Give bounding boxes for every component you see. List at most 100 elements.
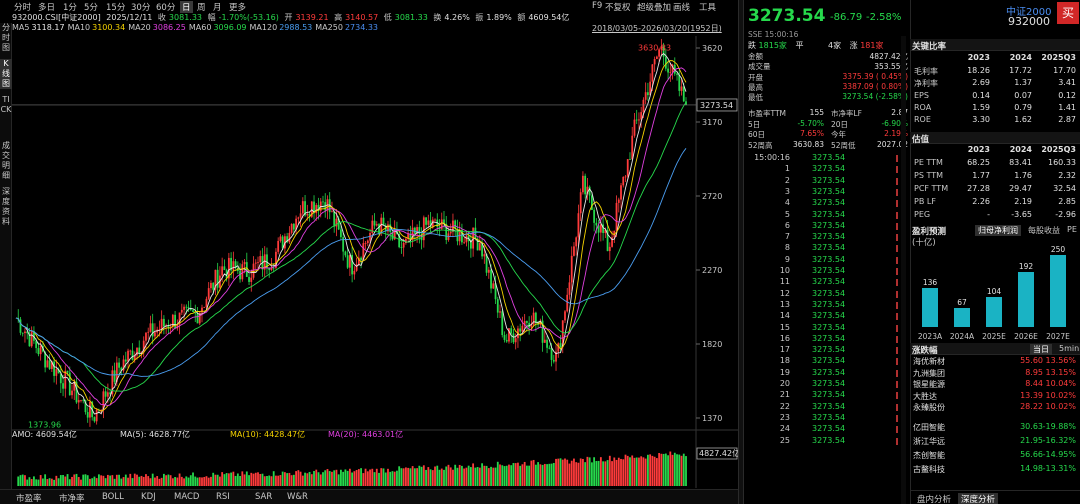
- mover-row[interactable]: 九洲集团 8.95 13.15%: [913, 368, 1079, 380]
- period-tab[interactable]: 15分: [106, 3, 126, 13]
- period-tab[interactable]: 60分: [156, 3, 176, 13]
- date-label: 2025/12/11: [106, 13, 153, 22]
- candle-body: [664, 56, 667, 69]
- volume-bar: [539, 464, 542, 486]
- panel-splitter[interactable]: [738, 0, 744, 504]
- indicator-tab[interactable]: W&R: [287, 492, 308, 502]
- mover-tab[interactable]: 当日: [1030, 344, 1052, 355]
- indicator-tab[interactable]: RSI: [216, 492, 230, 502]
- indicator-tab[interactable]: 市盈率: [16, 494, 42, 504]
- candle-body: [133, 355, 136, 360]
- quote-pair-label: 52周高: [748, 140, 773, 150]
- period-tab[interactable]: 5分: [84, 3, 98, 13]
- right-bottom-tab[interactable]: 盘内分析: [917, 495, 952, 504]
- indicator-tab[interactable]: KDJ: [141, 492, 156, 502]
- candle-body: [322, 201, 324, 203]
- view-tab[interactable]: 分时图: [2, 23, 10, 52]
- volume-bar: [266, 475, 268, 486]
- mover-tab[interactable]: 5min: [1059, 344, 1080, 353]
- candle-body: [472, 227, 475, 249]
- volume-bar: [73, 474, 76, 486]
- tick-scrollbar[interactable]: [901, 36, 906, 504]
- volume-bar: [369, 469, 371, 486]
- tick-price: 3273.54: [812, 254, 846, 264]
- ma-label: MA60: [188, 23, 212, 32]
- candle-body: [214, 269, 217, 290]
- period-tab[interactable]: 周: [197, 3, 206, 13]
- indicator-tab[interactable]: 市净率: [59, 494, 85, 504]
- forecast-tab[interactable]: 每股收益: [1028, 226, 1060, 235]
- volume-bar: [467, 465, 470, 486]
- flat-count: 4家: [828, 41, 842, 50]
- candle-body: [534, 312, 537, 324]
- toolbar-button[interactable]: 超级叠加: [637, 3, 672, 13]
- indicator-tab[interactable]: BOLL: [102, 492, 124, 502]
- tick-volume-marker: [896, 279, 898, 287]
- toolbar-button[interactable]: 不复权: [605, 3, 631, 13]
- candle-body: [501, 311, 504, 336]
- volume-bar: [283, 472, 286, 486]
- mover-row[interactable]: 银星能源 8.44 10.04%: [913, 379, 1079, 391]
- volume-bar: [106, 474, 109, 486]
- volume-bar: [288, 472, 291, 486]
- candle-body: [481, 242, 483, 257]
- period-tab[interactable]: 日: [180, 1, 193, 13]
- view-tab[interactable]: TICK: [0, 95, 12, 114]
- volume-bar: [180, 476, 183, 486]
- right-bottom-tab[interactable]: 深度分析: [958, 493, 999, 504]
- date-range-label[interactable]: 2018/03/05-2026/03/20(1952日): [592, 24, 722, 33]
- volume-bar: [483, 465, 486, 486]
- mover-row[interactable]: 杰创智能 56.66 -14.95%: [913, 450, 1079, 462]
- period-tab[interactable]: 月: [213, 3, 222, 13]
- tick-volume-marker: [896, 335, 898, 343]
- kline-chart[interactable]: 3620 3170 2720 2270 1820 1370 3273.54 3630.83 13…: [12, 36, 738, 488]
- candle-body: [317, 204, 320, 211]
- forecast-tab[interactable]: PE: [1067, 225, 1077, 234]
- volume-bar: [389, 471, 392, 486]
- toolbar-button[interactable]: 画线: [673, 3, 691, 13]
- volume-bar: [364, 468, 367, 486]
- turnover-value: 4.26%: [444, 13, 470, 22]
- quote-row: 金额 4827.42亿: [748, 51, 908, 61]
- candle-body: [526, 321, 528, 323]
- buy-button[interactable]: 买: [1057, 2, 1079, 24]
- indicator-tab[interactable]: MACD: [174, 492, 200, 502]
- volume-bar: [68, 479, 71, 486]
- period-tab[interactable]: 多日: [38, 3, 56, 13]
- toolbar-button[interactable]: F9: [592, 1, 603, 11]
- period-tab[interactable]: 30分: [131, 3, 151, 13]
- period-tab[interactable]: 1分: [63, 3, 77, 13]
- mover-row[interactable]: 大胜达 13.39 10.02%: [913, 391, 1079, 403]
- volume-bar: [685, 456, 687, 486]
- volume-bar: [644, 458, 647, 486]
- mover-row[interactable]: 海优新材 55.60 13.56%: [913, 356, 1079, 368]
- candle-body: [543, 339, 546, 343]
- tick-volume-marker: [896, 211, 898, 219]
- volume-bar: [382, 468, 385, 486]
- period-tab[interactable]: 更多: [229, 3, 247, 13]
- candle-body: [104, 391, 107, 397]
- candle-body: [510, 328, 513, 334]
- volume-bar: [136, 474, 138, 486]
- toolbar-button[interactable]: 工具: [699, 3, 717, 13]
- mover-row[interactable]: 永臻股份 28.22 10.02%: [913, 402, 1079, 414]
- volume-bar: [649, 454, 652, 486]
- candle-body: [187, 307, 190, 309]
- mover-row[interactable]: 浙江华远 21.95 -16.32%: [913, 436, 1079, 448]
- view-tab[interactable]: 成交明细: [2, 141, 10, 180]
- period-tab[interactable]: 分时: [14, 3, 32, 13]
- volume-bar: [391, 471, 394, 486]
- view-tab[interactable]: K线图: [0, 59, 12, 89]
- valuation-value: 32.54: [1053, 184, 1076, 193]
- volume-bar: [111, 475, 114, 486]
- tick-volume-marker: [896, 222, 898, 230]
- forecast-tab[interactable]: 归母净利润: [975, 225, 1021, 236]
- volume-bar: [185, 476, 188, 486]
- volume-bar: [340, 469, 342, 486]
- indicator-tab[interactable]: SAR: [255, 492, 273, 502]
- view-tab[interactable]: 深度资料: [2, 187, 10, 226]
- mover-row[interactable]: 古鳌科技 14.98 -13.31%: [913, 464, 1079, 476]
- candle-body: [313, 201, 315, 214]
- volume-bar: [201, 477, 203, 486]
- mover-row[interactable]: 亿田智能 30.63 -19.88%: [913, 422, 1079, 434]
